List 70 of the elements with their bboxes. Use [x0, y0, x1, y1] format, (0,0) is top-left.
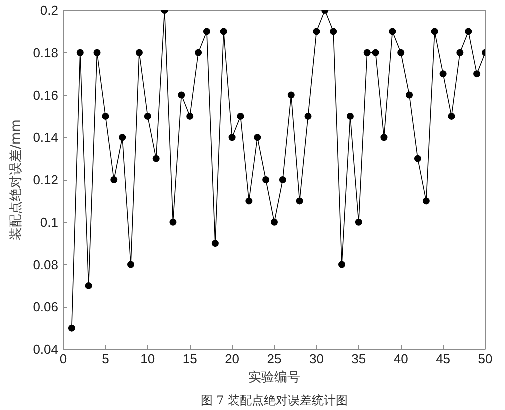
point: [364, 49, 371, 56]
point: [448, 112, 456, 120]
x-tick-label: 35: [352, 352, 366, 366]
point: [346, 112, 354, 120]
point: [254, 134, 262, 142]
point: [474, 70, 481, 78]
point: [119, 134, 126, 142]
y-tick-label: 0.1: [40, 214, 59, 230]
point: [422, 198, 430, 205]
point: [338, 261, 346, 268]
x-tick-label: 15: [182, 352, 198, 366]
x-tick-label: 5: [102, 352, 110, 366]
point: [456, 49, 464, 56]
y-tick-label: 0.12: [33, 172, 59, 188]
point: [212, 240, 219, 248]
point: [178, 92, 186, 99]
x-axis-title: 实验编号: [248, 370, 300, 386]
point: [195, 49, 202, 56]
point: [355, 218, 362, 226]
point: [372, 49, 380, 56]
caption: 图 7 装配点绝对误差统计图: [200, 394, 348, 408]
point: [313, 28, 320, 36]
y-tick-label: 0.14: [33, 130, 59, 146]
point: [228, 134, 236, 142]
point: [136, 49, 143, 56]
point: [380, 134, 388, 142]
y-tick-label: 0.2: [40, 3, 59, 18]
point: [431, 28, 438, 36]
point: [465, 28, 472, 36]
y-axis-title: 装配点绝对误差/mm: [9, 120, 24, 240]
point: [152, 155, 160, 162]
point: [220, 28, 228, 36]
y-tick-label: 0.18: [33, 45, 59, 60]
y-tick-label: 0.04: [33, 342, 59, 357]
point: [237, 112, 244, 120]
point: [94, 49, 101, 56]
x-tick-label: 10: [140, 352, 156, 366]
point: [102, 112, 110, 120]
point: [296, 198, 304, 205]
point: [414, 155, 422, 162]
point: [288, 92, 295, 99]
point: [186, 112, 194, 120]
point: [271, 218, 278, 226]
point: [128, 261, 135, 268]
point: [170, 218, 177, 226]
point: [76, 49, 84, 56]
point: [389, 28, 396, 36]
y-tick-label: 0.16: [33, 88, 59, 103]
point: [304, 112, 312, 120]
point: [440, 70, 447, 78]
point: [330, 28, 338, 36]
point: [262, 176, 270, 184]
y-tick-label: 0.06: [33, 300, 59, 315]
point: [398, 49, 405, 56]
x-tick-label: 45: [436, 352, 451, 366]
point: [110, 176, 118, 184]
x-tick-label: 40: [394, 352, 408, 366]
point: [144, 112, 152, 120]
point: [203, 28, 210, 36]
point: [68, 324, 76, 332]
y-tick-label: 0.08: [33, 257, 59, 272]
x-tick-label: 20: [225, 352, 240, 366]
point: [246, 198, 253, 205]
x-tick-label: 50: [478, 352, 493, 366]
point: [406, 92, 414, 99]
x-tick-label: 25: [267, 352, 282, 366]
x-tick-label: 0: [60, 352, 68, 366]
point: [279, 176, 286, 184]
point: [85, 282, 92, 290]
x-tick-label: 30: [309, 352, 324, 366]
